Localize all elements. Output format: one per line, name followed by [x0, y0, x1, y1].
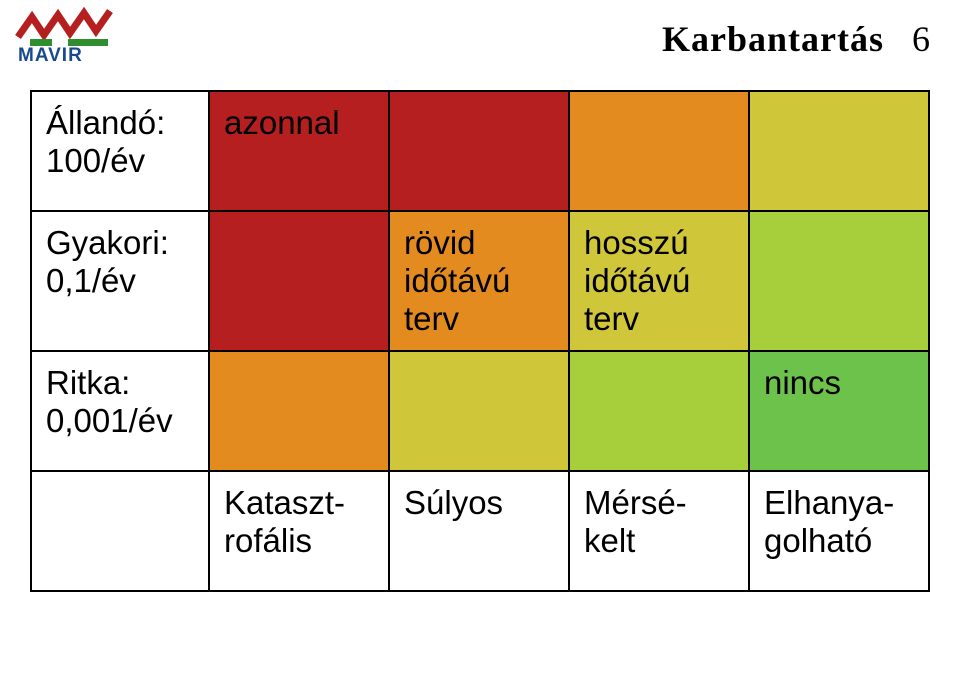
table-row: Ritka:0,001/év nincs	[31, 351, 929, 471]
matrix-cell	[209, 211, 389, 351]
matrix-cell: azonnal	[209, 91, 389, 211]
matrix-cell	[389, 91, 569, 211]
matrix-cell	[749, 91, 929, 211]
matrix-cell: nincs	[749, 351, 929, 471]
risk-matrix-table: Állandó:100/év azonnal Gyakori:0,1/év rö…	[30, 90, 930, 592]
row-label: Ritka:0,001/év	[31, 351, 209, 471]
slide: MAVIR Karbantartás 6 Állandó:100/év azon…	[0, 0, 960, 695]
logo-text: MAVIR	[18, 45, 83, 65]
column-label: Mérsé-kelt	[569, 471, 749, 591]
page-title: Karbantartás	[662, 18, 884, 60]
column-label: Elhanya-golható	[749, 471, 929, 591]
table-row: Kataszt-rofális Súlyos Mérsé-kelt Elhany…	[31, 471, 929, 591]
matrix-cell	[569, 351, 749, 471]
row-label	[31, 471, 209, 591]
page-number: 6	[912, 18, 930, 60]
matrix-cell	[569, 91, 749, 211]
row-label: Állandó:100/év	[31, 91, 209, 211]
header: Karbantartás 6	[662, 18, 930, 60]
column-label: Kataszt-rofális	[209, 471, 389, 591]
row-label: Gyakori:0,1/év	[31, 211, 209, 351]
matrix-cell: rövididőtávúterv	[389, 211, 569, 351]
column-label: Súlyos	[389, 471, 569, 591]
table-row: Állandó:100/év azonnal	[31, 91, 929, 211]
matrix-cell	[389, 351, 569, 471]
matrix-cell	[209, 351, 389, 471]
matrix-cell: hosszúidőtávúterv	[569, 211, 749, 351]
mavir-logo: MAVIR	[10, 5, 160, 65]
table-row: Gyakori:0,1/év rövididőtávúterv hosszúid…	[31, 211, 929, 351]
matrix-cell	[749, 211, 929, 351]
